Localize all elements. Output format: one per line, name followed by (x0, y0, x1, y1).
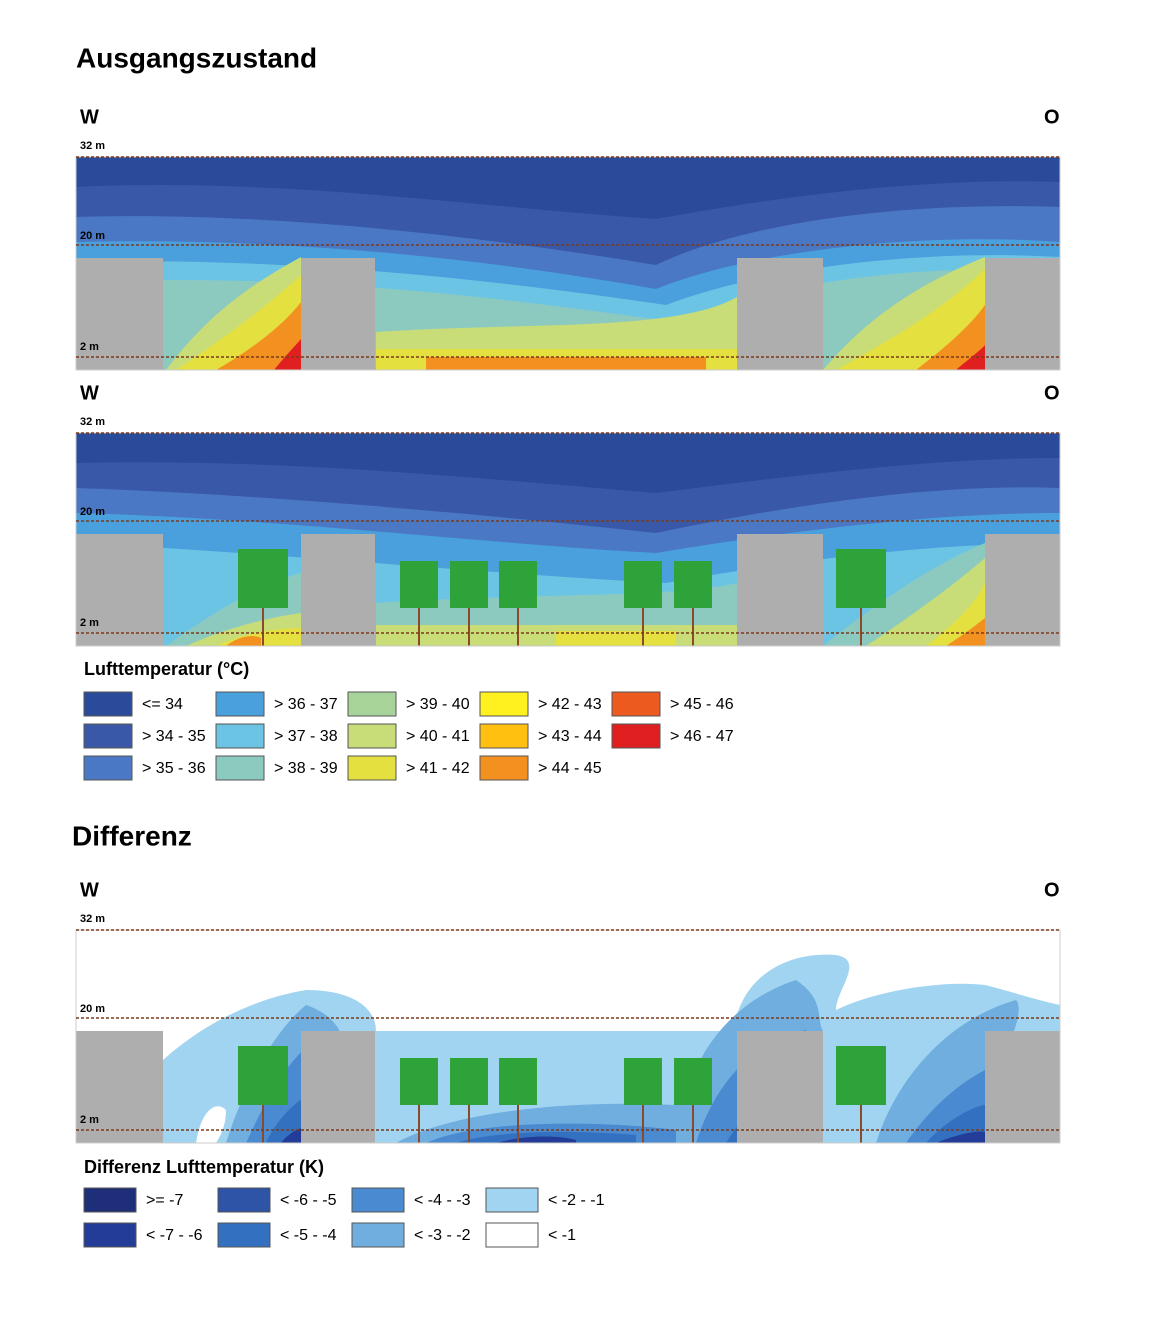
legend-swatch (351, 1187, 405, 1213)
section-title: Differenz (72, 820, 192, 851)
building (76, 1031, 163, 1143)
legend-swatch (611, 691, 661, 717)
legend-label: > 36 - 37 (274, 696, 338, 713)
legend-label: > 43 - 44 (538, 728, 602, 745)
legend-swatch (479, 755, 529, 781)
legend-swatch (479, 723, 529, 749)
building (76, 534, 163, 646)
legend-label: > 46 - 47 (670, 728, 734, 745)
tree-crown (836, 549, 886, 608)
building (737, 534, 823, 646)
tree-crown (238, 1046, 288, 1105)
legend-label: < -3 - -2 (414, 1227, 471, 1244)
building (737, 1031, 823, 1143)
field-band (163, 954, 1060, 1143)
tree-crown (499, 561, 537, 608)
legend-swatch (351, 1222, 405, 1248)
level-label: 2 m (80, 341, 99, 353)
legend-label: < -7 - -6 (146, 1227, 203, 1244)
level-label: 2 m (80, 1114, 99, 1126)
legend-label: > 38 - 39 (274, 760, 338, 777)
section-panel (75, 156, 1061, 371)
legend-label: > 34 - 35 (142, 728, 206, 745)
level-label: 32 m (80, 140, 105, 152)
legend-swatch (215, 691, 265, 717)
east-label: O (1044, 106, 1060, 128)
legend-title: Differenz Lufttemperatur (K) (84, 1157, 324, 1177)
tree-crown (499, 1058, 537, 1105)
building (985, 1031, 1060, 1143)
building (985, 534, 1060, 646)
legend-label: > 44 - 45 (538, 760, 602, 777)
legend-swatch (347, 723, 397, 749)
level-label: 20 m (80, 506, 105, 518)
legend-label: > 42 - 43 (538, 696, 602, 713)
west-label: W (80, 879, 99, 901)
building (737, 258, 823, 370)
legend-swatch (347, 691, 397, 717)
legend-swatch (479, 691, 529, 717)
legend-swatch (83, 755, 133, 781)
legend-label: <= 34 (142, 696, 183, 713)
level-label: 32 m (80, 913, 105, 925)
legend-label: > 41 - 42 (406, 760, 470, 777)
level-label: 32 m (80, 416, 105, 428)
section-title: Ausgangszustand (76, 42, 317, 73)
legend-label: > 45 - 46 (670, 696, 734, 713)
west-label: W (80, 382, 99, 404)
legend-label: < -5 - -4 (280, 1227, 337, 1244)
legend-title: Lufttemperatur (°C) (84, 659, 249, 679)
section-panel (75, 432, 1061, 647)
tree-crown (400, 561, 438, 608)
tree-crown (450, 561, 488, 608)
building (301, 1031, 375, 1143)
level-label: 20 m (80, 1003, 105, 1015)
west-label: W (80, 106, 99, 128)
legend-swatch (217, 1187, 271, 1213)
field-band (196, 1106, 226, 1143)
level-label: 20 m (80, 230, 105, 242)
legend-swatch (485, 1222, 539, 1248)
legend-swatch (83, 1187, 137, 1213)
section-panel (75, 929, 1061, 1144)
tree-crown (624, 1058, 662, 1105)
building (301, 534, 375, 646)
building (985, 258, 1060, 370)
legend-swatch (83, 691, 133, 717)
legend-swatch (215, 755, 265, 781)
legend-label: < -4 - -3 (414, 1192, 471, 1209)
east-label: O (1044, 382, 1060, 404)
legend-label: > 37 - 38 (274, 728, 338, 745)
tree-crown (450, 1058, 488, 1105)
legend-label: > 40 - 41 (406, 728, 470, 745)
building (301, 258, 375, 370)
legend-label: >= -7 (146, 1192, 183, 1209)
legend-swatch (83, 723, 133, 749)
tree-crown (400, 1058, 438, 1105)
legend-label: < -6 - -5 (280, 1192, 337, 1209)
legend-swatch (611, 723, 661, 749)
legend-swatch (485, 1187, 539, 1213)
tree-crown (674, 561, 712, 608)
legend-swatch (215, 723, 265, 749)
legend-swatch (83, 1222, 137, 1248)
legend-label: > 35 - 36 (142, 760, 206, 777)
tree-crown (836, 1046, 886, 1105)
tree-crown (674, 1058, 712, 1105)
legend-swatch (217, 1222, 271, 1248)
legend-swatch (347, 755, 397, 781)
legend-label: < -2 - -1 (548, 1192, 605, 1209)
east-label: O (1044, 879, 1060, 901)
tree-crown (624, 561, 662, 608)
tree-crown (238, 549, 288, 608)
building (76, 258, 163, 370)
level-label: 2 m (80, 617, 99, 629)
legend-label: > 39 - 40 (406, 696, 470, 713)
field-band (216, 583, 985, 646)
legend-label: < -1 (548, 1227, 576, 1244)
